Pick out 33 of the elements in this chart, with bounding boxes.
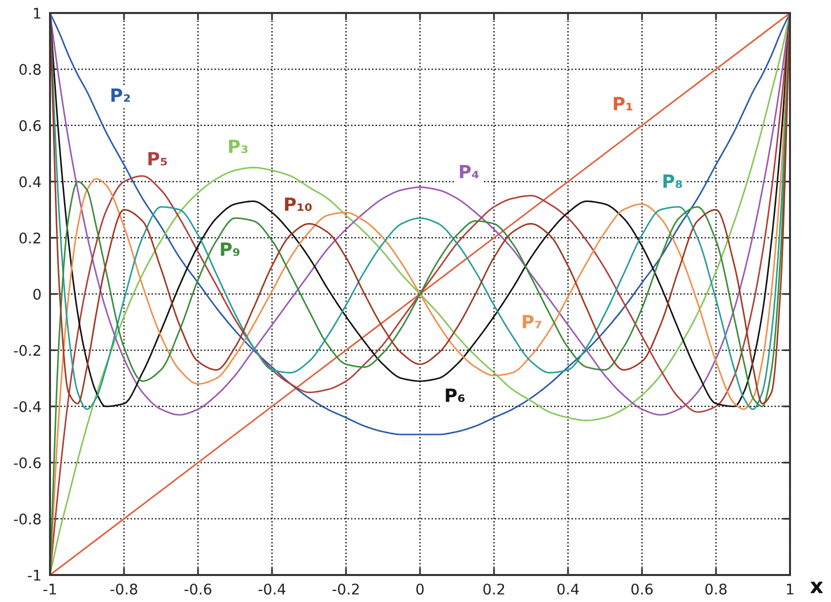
x-tick-label: -0.4 bbox=[258, 584, 286, 595]
y-tick-label: -0.4 bbox=[14, 401, 41, 412]
x-tick-label: -0.8 bbox=[110, 584, 138, 595]
series-label: P₉ bbox=[220, 242, 240, 256]
series-label: P₁₀ bbox=[285, 198, 312, 211]
x-tick-label: -1 bbox=[43, 584, 56, 594]
x-axis-title: x bbox=[810, 582, 824, 594]
x-tick-label: 0.6 bbox=[631, 584, 653, 595]
series-label: P₆ bbox=[446, 388, 465, 402]
series-label: P₁ bbox=[614, 96, 632, 110]
series-label: P₇ bbox=[522, 315, 542, 328]
y-tick-label: 0.6 bbox=[19, 120, 41, 132]
x-tick-label: 0.4 bbox=[557, 584, 579, 595]
series-label: P₂ bbox=[111, 88, 130, 102]
x-tick-label: -0.6 bbox=[184, 584, 212, 595]
y-tick-label: -1 bbox=[28, 570, 40, 581]
y-tick-label: -0.2 bbox=[14, 344, 40, 356]
x-tick-label: 0.8 bbox=[705, 584, 727, 595]
y-tick-label: 1 bbox=[34, 8, 40, 19]
x-tick-label: -0.2 bbox=[332, 584, 359, 595]
y-tick-label: 0.8 bbox=[19, 64, 41, 75]
series-label: P₅ bbox=[148, 152, 167, 166]
x-tick-label: 1 bbox=[786, 584, 794, 594]
x-tick-label: 0.2 bbox=[483, 584, 504, 595]
series-label: P₃ bbox=[229, 140, 248, 154]
y-tick-label: -0.8 bbox=[14, 514, 41, 525]
x-tick-label: 0 bbox=[416, 584, 424, 595]
series-label: P₄ bbox=[460, 164, 479, 178]
series-label: P₈ bbox=[663, 174, 682, 188]
y-tick-label: -0.6 bbox=[14, 457, 41, 468]
y-tick-label: 0.2 bbox=[19, 232, 40, 244]
y-tick-label: 0 bbox=[33, 288, 41, 300]
y-tick-label: 0.4 bbox=[19, 176, 41, 188]
